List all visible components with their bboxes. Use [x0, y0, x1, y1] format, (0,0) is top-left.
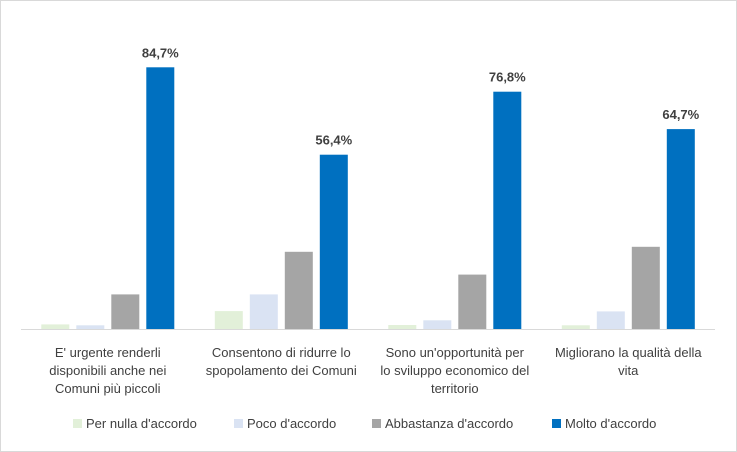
legend: Per nulla d'accordo Poco d'accordo Abbasta…	[73, 416, 656, 431]
category-label-1-line-2: disponibili anche nei	[49, 363, 166, 378]
bar-1-cat-4	[561, 325, 590, 329]
category-label-4-line-2: vita	[618, 363, 639, 378]
data-label-1: 84,7%	[142, 45, 179, 60]
data-label-4: 64,7%	[662, 107, 699, 122]
bar-2-cat-3	[423, 320, 452, 329]
legend-label-1: Per nulla d'accordo	[86, 416, 197, 431]
legend-swatch-4	[552, 419, 561, 428]
category-label-3-line-1: Sono un'opportunità per	[386, 345, 525, 360]
category-label-1-line-1: E' urgente renderli	[55, 345, 161, 360]
data-label-3: 76,8%	[489, 70, 526, 85]
category-label-1-line-3: Comuni più piccoli	[55, 381, 161, 396]
data-labels-group: 84,7% 56,4% 76,8% 64,7%	[142, 45, 700, 147]
category-label-2-line-1: Consentono di ridurre lo	[212, 345, 351, 360]
bar-3-cat-2	[284, 251, 313, 330]
bar-3-cat-3	[458, 274, 487, 329]
data-label-2: 56,4%	[315, 133, 352, 148]
legend-label-3: Abbastanza d'accordo	[385, 416, 513, 431]
bar-1-cat-2	[214, 311, 243, 329]
legend-swatch-1	[73, 419, 82, 428]
bar-3-cat-1	[111, 294, 140, 329]
bar-1-cat-3	[388, 325, 417, 329]
bar-2-cat-4	[596, 311, 625, 329]
legend-label-4: Molto d'accordo	[565, 416, 656, 431]
category-label-3-line-3: territorio	[431, 381, 479, 396]
category-label-2-line-2: spopolamento dei Comuni	[206, 363, 357, 378]
bar-2-cat-2	[249, 294, 278, 329]
bar-4-cat-2	[319, 154, 348, 329]
bars-group	[41, 67, 695, 330]
bar-4-cat-4	[666, 129, 695, 329]
category-labels-group: E' urgente renderli disponibili anche nei…	[49, 345, 702, 396]
bar-4-cat-1	[146, 67, 175, 330]
bar-1-cat-1	[41, 324, 70, 329]
legend-label-2: Poco d'accordo	[247, 416, 336, 431]
bar-4-cat-3	[493, 91, 522, 329]
category-label-3-line-2: lo sviluppo economico del	[380, 363, 529, 378]
category-label-4-line-1: Migliorano la qualità della	[555, 345, 702, 360]
legend-swatch-2	[234, 419, 243, 428]
legend-swatch-3	[372, 419, 381, 428]
bar-2-cat-1	[76, 325, 105, 329]
bar-3-cat-4	[631, 246, 660, 329]
